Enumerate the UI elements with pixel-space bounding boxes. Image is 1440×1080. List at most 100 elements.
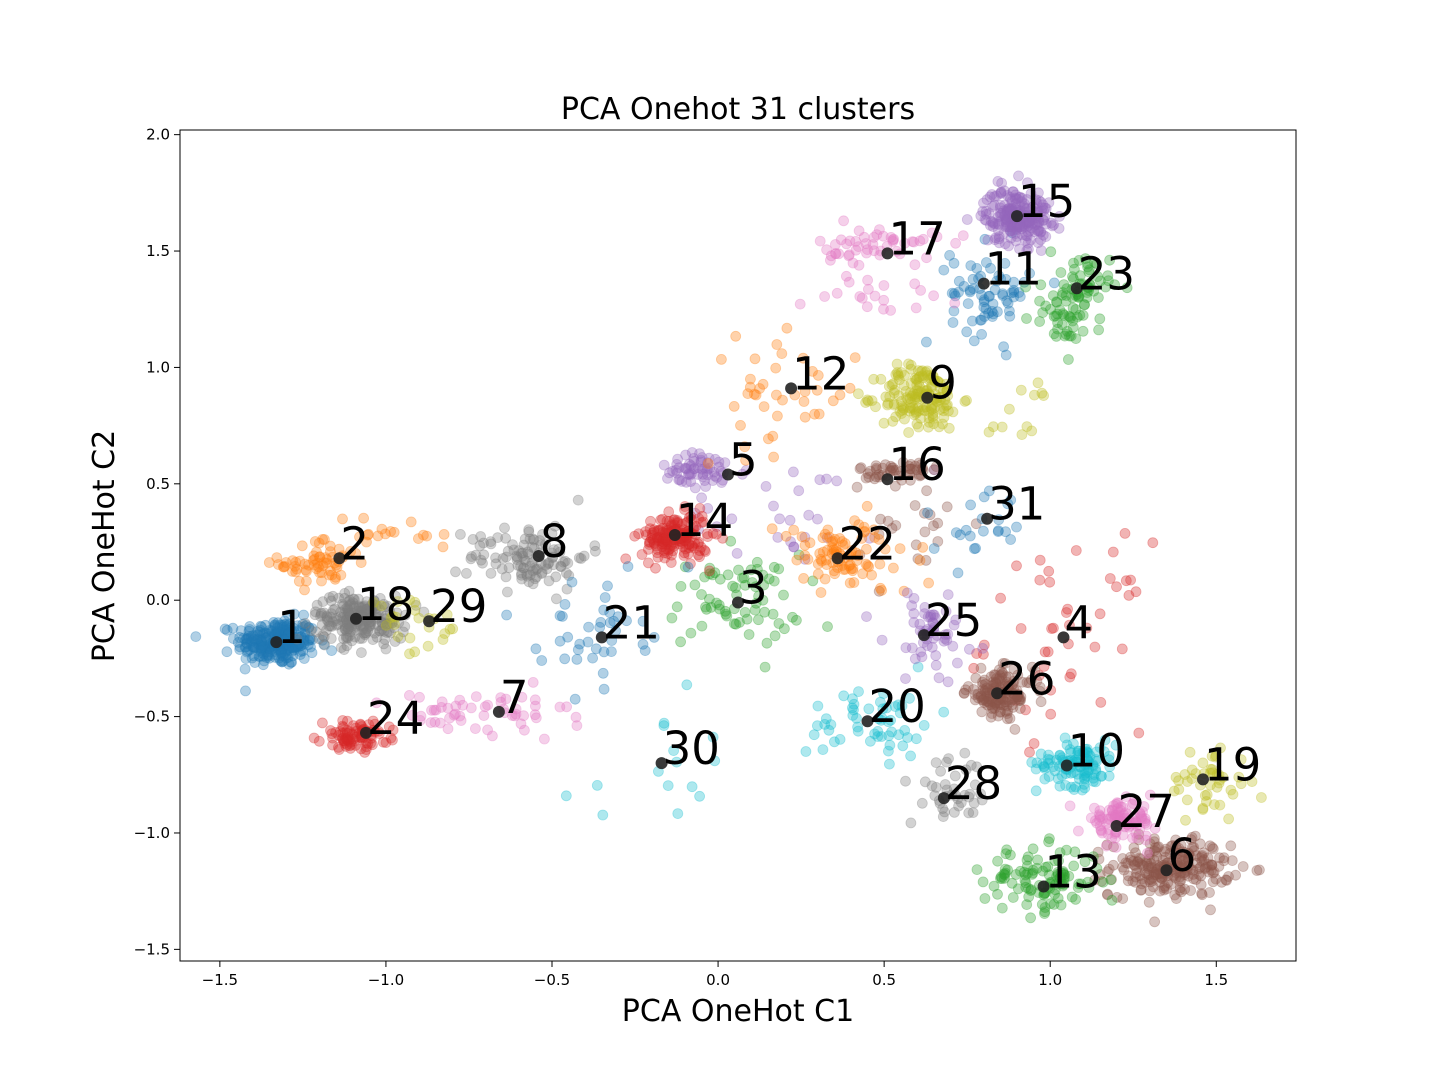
data-point: [361, 596, 373, 607]
data-point: [905, 750, 916, 762]
data-point: [716, 353, 727, 365]
data-point: [1070, 781, 1081, 793]
data-point: [899, 237, 911, 249]
data-point: [688, 522, 699, 534]
data-point: [437, 541, 449, 553]
data-point: [1079, 773, 1090, 785]
data-point: [878, 280, 890, 291]
data-point: [454, 694, 466, 706]
y-tick-label: 2.0: [146, 126, 170, 144]
data-point: [1135, 884, 1147, 896]
data-point: [1036, 387, 1048, 399]
data-point: [986, 189, 998, 200]
data-point: [980, 214, 992, 226]
data-point: [695, 454, 707, 466]
data-point: [812, 700, 824, 712]
data-point: [1150, 869, 1162, 880]
data-point: [1180, 847, 1191, 859]
data-point: [657, 536, 669, 548]
data-point: [1025, 222, 1037, 234]
data-point: [1020, 877, 1032, 889]
data-point: [888, 387, 900, 399]
data-point: [647, 534, 659, 546]
data-point: [232, 637, 244, 648]
data-point: [731, 548, 743, 559]
data-point: [572, 494, 584, 506]
data-point: [697, 471, 709, 483]
data-point: [704, 568, 716, 580]
data-point: [255, 647, 267, 658]
data-point: [990, 232, 1001, 244]
data-point: [543, 575, 555, 587]
data-point: [288, 622, 299, 634]
data-point: [754, 383, 765, 394]
data-point: [561, 567, 572, 579]
data-point: [909, 403, 920, 415]
data-point: [285, 657, 297, 668]
data-point: [1182, 852, 1194, 864]
chart-title: PCA Onehot 31 clusters: [561, 92, 915, 127]
data-point: [989, 199, 1000, 211]
data-point: [750, 389, 762, 401]
data-point: [948, 305, 960, 317]
data-point: [653, 535, 665, 547]
data-point: [1058, 869, 1070, 880]
data-point: [324, 620, 336, 632]
data-point: [1179, 869, 1191, 881]
data-point: [911, 374, 922, 386]
data-point: [987, 298, 999, 310]
data-point: [315, 609, 327, 620]
data-point: [434, 717, 446, 729]
data-point: [797, 352, 809, 364]
data-point: [277, 650, 289, 662]
data-point: [909, 391, 921, 403]
data-point: [890, 369, 902, 380]
data-point: [1102, 889, 1113, 901]
data-point: [1020, 881, 1032, 893]
data-point: [1080, 744, 1091, 755]
data-point: [923, 412, 935, 424]
data-point: [317, 534, 329, 545]
data-point: [311, 546, 322, 558]
data-point: [259, 643, 270, 654]
data-point: [998, 205, 1009, 217]
data-point: [980, 205, 992, 217]
data-point: [701, 528, 713, 540]
data-point: [999, 257, 1011, 269]
data-point: [1011, 560, 1022, 572]
data-point: [1175, 867, 1187, 879]
data-point: [926, 227, 938, 239]
data-point: [917, 370, 929, 382]
data-point: [873, 585, 885, 597]
data-point: [442, 723, 454, 735]
data-point: [893, 370, 904, 382]
data-point: [923, 406, 935, 418]
data-point: [304, 632, 316, 644]
data-point: [1023, 891, 1035, 903]
data-point: [276, 656, 288, 668]
data-point: [688, 463, 700, 475]
data-point: [934, 382, 946, 394]
data-point: [707, 527, 719, 539]
data-point: [1001, 844, 1013, 856]
data-point: [1021, 203, 1033, 214]
data-point: [693, 513, 705, 524]
data-point: [323, 569, 335, 581]
data-point: [339, 592, 350, 604]
data-point: [793, 549, 805, 561]
data-point: [1017, 220, 1029, 231]
data-point: [788, 466, 799, 478]
data-point: [284, 618, 296, 630]
data-point: [860, 238, 872, 249]
data-point: [521, 570, 533, 582]
data-point: [915, 412, 926, 424]
data-point: [428, 704, 440, 716]
data-point: [294, 555, 306, 567]
data-point: [272, 622, 284, 634]
data-point: [920, 555, 932, 566]
data-point: [242, 645, 254, 657]
data-point: [965, 260, 977, 272]
data-point: [737, 468, 748, 480]
data-point: [939, 394, 951, 406]
data-point: [924, 509, 936, 521]
